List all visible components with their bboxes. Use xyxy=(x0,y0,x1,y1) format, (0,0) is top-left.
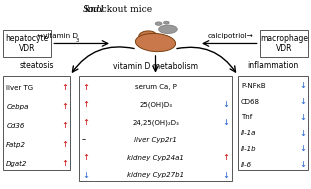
Ellipse shape xyxy=(139,31,157,41)
Text: ↓: ↓ xyxy=(299,160,306,169)
Text: Dgat2: Dgat2 xyxy=(6,160,28,167)
Text: knockout mice: knockout mice xyxy=(82,5,152,14)
Text: CD68: CD68 xyxy=(241,99,260,105)
Text: ↑: ↑ xyxy=(61,159,68,168)
Text: ←vitamin D: ←vitamin D xyxy=(37,33,78,39)
Text: ↑: ↑ xyxy=(82,118,89,127)
Text: steatosis: steatosis xyxy=(19,61,54,70)
Text: ↑: ↑ xyxy=(82,153,89,162)
Text: Il-1a: Il-1a xyxy=(241,130,256,136)
Ellipse shape xyxy=(164,21,169,24)
Text: ↓: ↓ xyxy=(299,129,306,138)
Text: P-NFκB: P-NFκB xyxy=(241,83,266,89)
Text: Il-1b: Il-1b xyxy=(241,146,257,152)
Text: ↑: ↑ xyxy=(82,100,89,109)
Text: ↑: ↑ xyxy=(82,83,89,91)
FancyBboxPatch shape xyxy=(3,30,51,57)
Text: vitamin D metabolism: vitamin D metabolism xyxy=(113,62,198,71)
Text: kidney Cyp24a1: kidney Cyp24a1 xyxy=(127,155,184,161)
Text: inflammation: inflammation xyxy=(247,61,299,70)
Text: 25(OH)D₃: 25(OH)D₃ xyxy=(139,101,172,108)
Text: calcipotriol→: calcipotriol→ xyxy=(207,33,253,39)
Text: Sod1: Sod1 xyxy=(82,5,105,14)
Text: Cebpa: Cebpa xyxy=(6,104,29,110)
Text: ↓: ↓ xyxy=(222,100,229,109)
Text: Cd36: Cd36 xyxy=(6,123,25,129)
Ellipse shape xyxy=(155,22,162,25)
Text: ↓: ↓ xyxy=(299,113,306,122)
FancyBboxPatch shape xyxy=(79,76,232,181)
FancyBboxPatch shape xyxy=(3,76,70,170)
Text: ↓: ↓ xyxy=(222,118,229,127)
Text: –: – xyxy=(82,136,86,144)
Text: ↑: ↑ xyxy=(61,83,68,92)
Text: ↓: ↓ xyxy=(299,81,306,90)
Text: liver Cyp2r1: liver Cyp2r1 xyxy=(134,137,177,143)
Text: liver TG: liver TG xyxy=(6,85,33,91)
Text: ↓: ↓ xyxy=(82,171,89,180)
FancyBboxPatch shape xyxy=(260,30,308,57)
Text: Tnf: Tnf xyxy=(241,114,252,120)
Text: ↑: ↑ xyxy=(61,140,68,149)
Ellipse shape xyxy=(135,33,176,52)
Text: 24,25(OH)₂D₃: 24,25(OH)₂D₃ xyxy=(132,119,179,126)
Text: 3: 3 xyxy=(76,38,79,43)
Text: Fatp2: Fatp2 xyxy=(6,142,26,148)
Text: kidney Cyp27b1: kidney Cyp27b1 xyxy=(127,172,184,178)
Text: ↑: ↑ xyxy=(61,102,68,111)
Text: serum Ca, P: serum Ca, P xyxy=(135,84,176,90)
Text: ↓: ↓ xyxy=(299,144,306,153)
Text: ↓: ↓ xyxy=(299,97,306,106)
Text: hepatocyte
VDR: hepatocyte VDR xyxy=(6,34,49,53)
Ellipse shape xyxy=(159,25,177,34)
Text: Il-6: Il-6 xyxy=(241,162,252,168)
Text: macrophage
VDR: macrophage VDR xyxy=(260,34,308,53)
Text: ↑: ↑ xyxy=(222,153,229,162)
Text: ↑: ↑ xyxy=(61,121,68,130)
FancyBboxPatch shape xyxy=(238,76,308,170)
Text: ↓: ↓ xyxy=(222,171,229,180)
